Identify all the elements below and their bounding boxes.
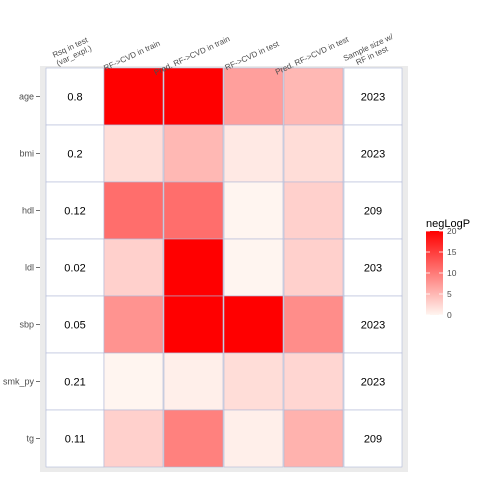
rsq-value: 0.12 <box>64 206 85 218</box>
heatmap-cell <box>283 124 344 183</box>
rsq-value: 0.21 <box>64 377 85 389</box>
legend-tick-label: 10 <box>447 268 457 278</box>
heatmap-cells: 0.8 2023 0.2 2023 0.12 209 0.02 203 0.05 2023 0.21… <box>45 67 403 468</box>
legend-colorbar <box>426 231 443 315</box>
rsq-cell <box>45 67 105 126</box>
heatmap-cell <box>283 352 344 411</box>
heatmap-cell <box>103 181 164 240</box>
sample-size-value: 203 <box>364 263 382 275</box>
sample-size-value: 209 <box>364 434 382 446</box>
legend-tick-label: 15 <box>447 247 457 257</box>
heatmap-cell <box>283 67 344 126</box>
row-label: age <box>19 92 34 102</box>
legend-tick-label: 0 <box>447 310 452 320</box>
column-label: Sample size w/RF in test <box>342 32 399 71</box>
rsq-value: 0.2 <box>67 149 82 161</box>
legend-tick-label: 20 <box>447 226 457 236</box>
heatmap-cell <box>163 124 224 183</box>
rsq-cell <box>45 409 105 468</box>
heatmap-cell <box>283 409 344 468</box>
rsq-cell <box>45 238 105 297</box>
heatmap-cell <box>103 409 164 468</box>
legend-ticks: 0 5 10 15 20 <box>426 226 457 320</box>
row-label: hdl <box>22 206 34 216</box>
sample-size-cell <box>343 352 403 411</box>
rsq-value: 0.05 <box>64 320 85 332</box>
heatmap-cell <box>223 124 284 183</box>
heatmap-cell <box>223 295 284 354</box>
legend-tick-label: 5 <box>447 289 452 299</box>
sample-size-value: 2023 <box>361 149 385 161</box>
heatmap-cell <box>223 352 284 411</box>
row-label: ldl <box>25 263 34 273</box>
heatmap-cell <box>163 67 224 126</box>
heatmap-cell <box>223 409 284 468</box>
sample-size-cell <box>343 409 403 468</box>
row-label: sbp <box>19 320 34 330</box>
heatmap-cell <box>103 238 164 297</box>
heatmap-cell <box>103 295 164 354</box>
sample-size-cell <box>343 238 403 297</box>
sample-size-cell <box>343 67 403 126</box>
heatmap-cell <box>103 67 164 126</box>
rsq-cell <box>45 295 105 354</box>
heatmap-cell <box>163 238 224 297</box>
heatmap-cell <box>223 181 284 240</box>
row-label: bmi <box>19 149 34 159</box>
legend-title: negLogP <box>426 218 470 230</box>
rsq-value: 0.8 <box>67 92 82 104</box>
sample-size-value: 2023 <box>361 320 385 332</box>
heatmap-cell <box>163 409 224 468</box>
rsq-value: 0.11 <box>65 434 86 446</box>
sample-size-cell <box>343 295 403 354</box>
sample-size-cell <box>343 124 403 183</box>
heatmap-cell <box>283 181 344 240</box>
sample-size-value: 209 <box>364 206 382 218</box>
color-legend: negLogP 0 5 10 15 20 <box>426 218 470 320</box>
heatmap-cell <box>163 295 224 354</box>
row-label: smk_py <box>3 377 35 387</box>
heatmap-cell <box>223 67 284 126</box>
rsq-value: 0.02 <box>64 263 85 275</box>
heatmap-cell <box>163 181 224 240</box>
heatmap-cell <box>103 124 164 183</box>
heatmap-cell <box>103 352 164 411</box>
heatmap-cell <box>163 352 224 411</box>
sample-size-value: 2023 <box>361 377 385 389</box>
heatmap-cell <box>283 238 344 297</box>
sample-size-value: 2023 <box>361 92 385 104</box>
heatmap-cell <box>223 238 284 297</box>
column-label: Rsq in test(var_expl.) <box>51 35 94 68</box>
rsq-cell <box>45 124 105 183</box>
heatmap-cell <box>283 295 344 354</box>
row-label: tg <box>26 434 34 444</box>
